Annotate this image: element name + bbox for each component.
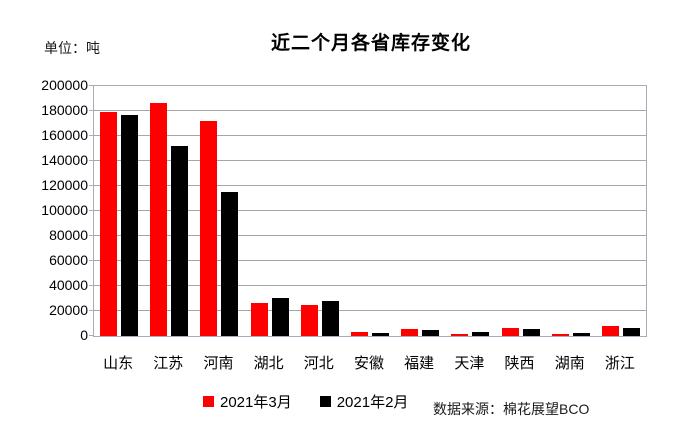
unit-label: 单位：吨	[44, 40, 100, 56]
bar-2021年2月-江苏	[171, 146, 189, 336]
y-tick-label-80000: 80000	[49, 227, 88, 243]
legend-label-2021年3月: 2021年3月	[220, 394, 292, 411]
legend-swatch-2021年2月	[319, 396, 331, 407]
legend-swatch-2021年3月	[203, 396, 214, 407]
legend: 2021年3月 2021年2月	[203, 391, 408, 412]
y-tick-label-200000: 200000	[41, 77, 88, 93]
x-label-天津: 天津	[454, 355, 485, 372]
y-tick-mark	[89, 110, 93, 111]
bar-2021年2月-河北	[321, 301, 339, 336]
y-tick-mark	[89, 260, 93, 261]
bar-2021年2月-陕西	[522, 329, 540, 336]
chart-title: 近二个月各省库存变化	[270, 33, 471, 54]
gridline-120000	[94, 185, 646, 186]
bar-2021年3月-安徽	[351, 332, 368, 336]
y-tick-mark	[89, 160, 93, 161]
gridline-140000	[94, 160, 646, 161]
x-label-湖南: 湖南	[554, 355, 585, 372]
gridline-20000	[94, 310, 646, 311]
bar-2021年3月-湖南	[551, 334, 569, 336]
y-tick-mark	[89, 135, 93, 136]
x-label-河南: 河南	[203, 355, 234, 372]
gridline-40000	[94, 285, 646, 286]
y-tick-mark	[89, 335, 93, 336]
gridline-60000	[94, 260, 646, 261]
y-tick-label-60000: 60000	[49, 252, 88, 268]
x-label-江苏: 江苏	[153, 355, 184, 372]
y-tick-mark	[89, 185, 93, 186]
y-tick-label-100000: 100000	[41, 202, 88, 218]
bar-2021年3月-湖北	[250, 303, 268, 336]
gridline-160000	[94, 135, 646, 136]
bar-2021年2月-山东	[121, 115, 139, 336]
bar-2021年2月-河南	[221, 192, 239, 336]
y-tick-label-140000: 140000	[41, 152, 88, 168]
bar-2021年2月-湖北	[271, 298, 289, 336]
bar-2021年3月-江苏	[150, 103, 168, 336]
x-label-湖北: 湖北	[253, 355, 284, 372]
bar-2021年2月-浙江	[622, 328, 640, 336]
x-label-河北: 河北	[303, 355, 334, 372]
bar-2021年2月-湖南	[572, 333, 590, 336]
bar-2021年3月-山东	[100, 112, 118, 336]
gridline-180000	[94, 110, 646, 111]
gridline-80000	[94, 235, 646, 236]
legend-label-2021年2月: 2021年2月	[336, 394, 409, 411]
bar-2021年3月-陕西	[501, 328, 519, 336]
y-tick-mark	[89, 210, 93, 211]
legend-item-2021年3月: 2021年3月	[203, 391, 292, 412]
x-label-福建: 福建	[404, 355, 435, 372]
gridline-100000	[94, 210, 646, 211]
bar-2021年3月-河北	[300, 305, 318, 336]
bar-2021年3月-浙江	[601, 326, 619, 336]
y-axis: 0 20000 40000 60000 80000 100000 120000 140000 1…	[0, 77, 93, 343]
source-note: 数据来源：棉花展望BCO	[433, 401, 590, 417]
y-tick-label-0: 0	[80, 327, 88, 343]
x-axis: 山东 江苏 河南 湖北 河北 安徽 福建 天津 陕西 湖南 浙江	[93, 352, 645, 374]
plot-area	[93, 85, 647, 337]
bar-2021年2月-天津	[472, 332, 490, 336]
y-tick-label-20000: 20000	[49, 302, 88, 318]
bar-2021年3月-福建	[401, 329, 419, 336]
y-tick-mark	[89, 285, 93, 286]
bar-2021年2月-安徽	[372, 333, 389, 336]
y-tick-mark	[89, 310, 93, 311]
y-tick-mark	[89, 235, 93, 236]
bar-2021年3月-河南	[200, 121, 218, 336]
y-tick-label-180000: 180000	[41, 102, 88, 118]
y-tick-label-120000: 120000	[41, 177, 88, 193]
x-label-浙江: 浙江	[604, 355, 635, 372]
x-label-陕西: 陕西	[504, 355, 535, 372]
x-label-安徽: 安徽	[353, 355, 384, 372]
x-label-山东: 山东	[103, 355, 134, 372]
legend-item-2021年2月: 2021年2月	[319, 391, 409, 412]
y-tick-label-40000: 40000	[49, 277, 88, 293]
y-tick-mark	[89, 85, 93, 86]
y-tick-label-160000: 160000	[41, 127, 88, 143]
bar-2021年2月-福建	[422, 330, 440, 336]
bar-2021年3月-天津	[451, 334, 469, 336]
